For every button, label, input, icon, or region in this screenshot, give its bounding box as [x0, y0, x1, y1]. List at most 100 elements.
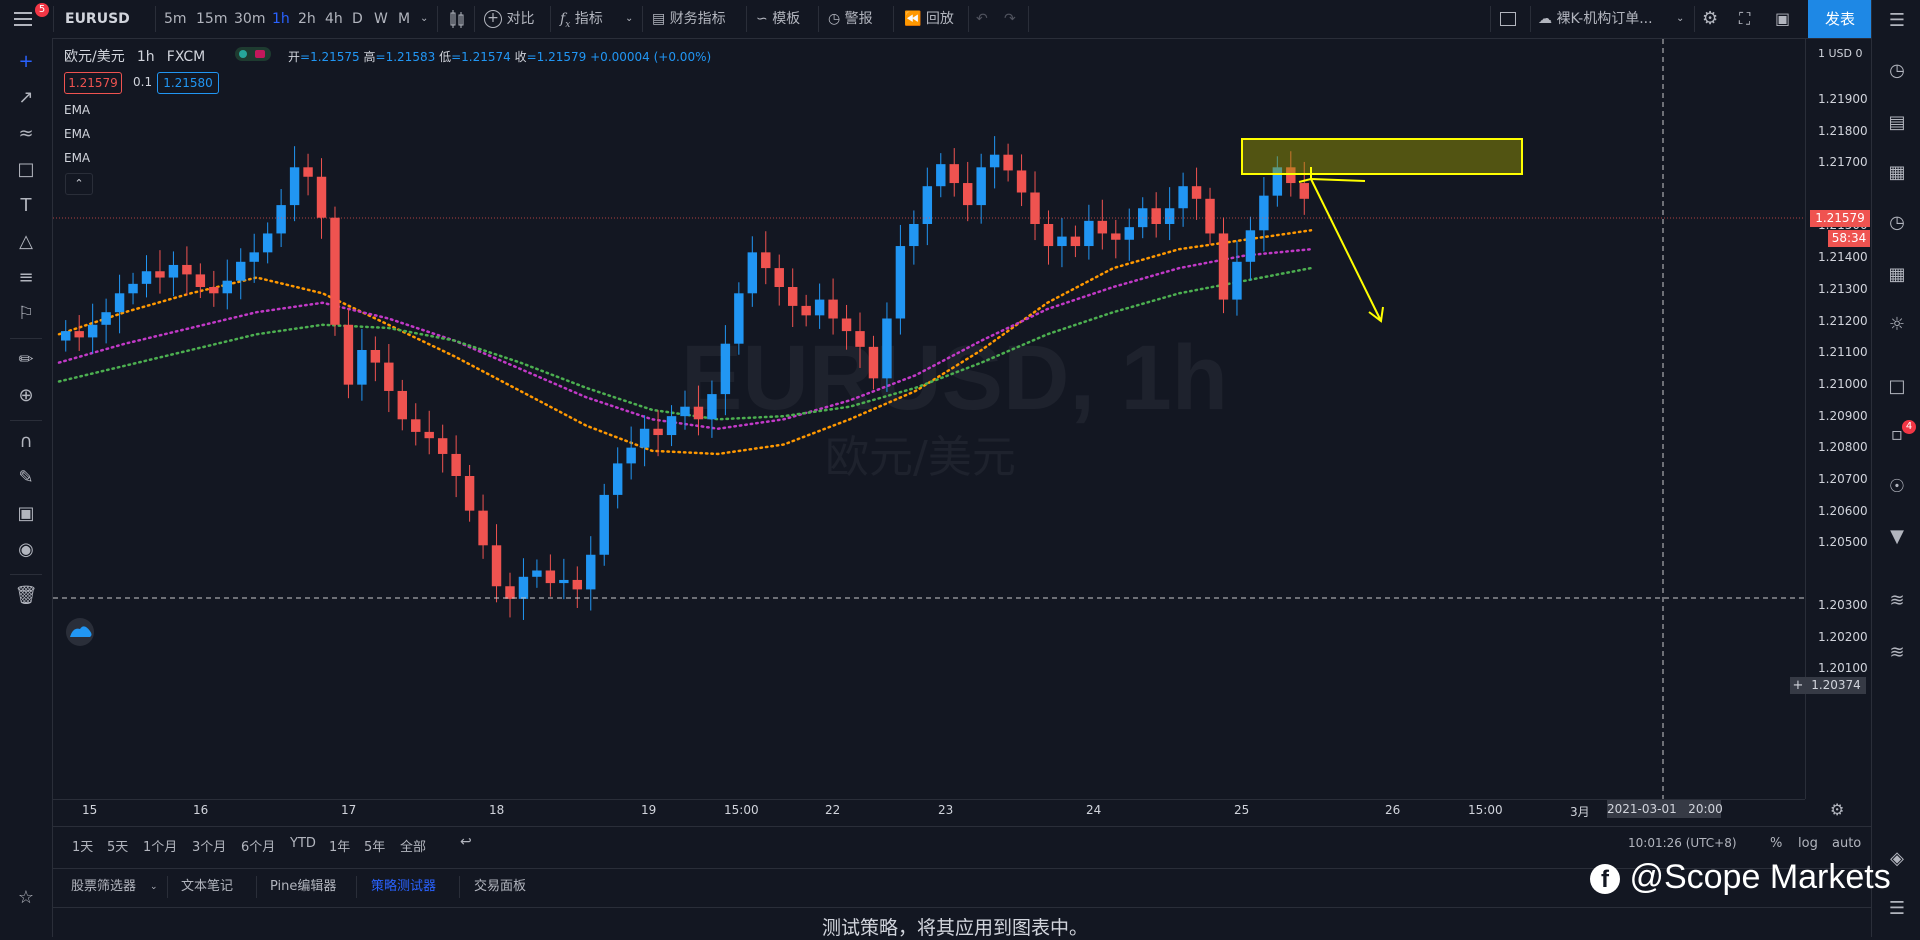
legend-title[interactable]: 欧元/美元 1h FXCM	[64, 46, 205, 66]
calendar-grid-icon[interactable]: ▦	[1888, 264, 1906, 285]
interval-2h[interactable]: 2h	[298, 11, 316, 27]
magnet-icon[interactable]: ∩	[19, 431, 33, 452]
chevron-down-icon[interactable]: ⌄	[1676, 13, 1685, 24]
fib-icon[interactable]: ≈	[18, 123, 34, 144]
range-button[interactable]: 全部	[400, 840, 427, 855]
tab-strategy-tester[interactable]: 策略测试器	[371, 879, 437, 894]
crosshair-icon[interactable]: +	[18, 51, 34, 72]
indicator-ema-3[interactable]: EMA	[64, 151, 91, 165]
alarm-clock-icon[interactable]: ◷	[1889, 60, 1905, 81]
star-icon[interactable]: ☆	[17, 887, 35, 908]
gear-icon[interactable]: ⚙	[1830, 800, 1845, 819]
camera-icon[interactable]: ▣	[1775, 9, 1791, 28]
text-icon[interactable]: T	[20, 195, 32, 216]
interval-1h[interactable]: 1h	[272, 11, 290, 27]
candle	[209, 270, 219, 307]
ruler-icon[interactable]: ✏	[18, 349, 34, 370]
interval-d[interactable]: D	[352, 11, 363, 27]
replay-button[interactable]: ⏪ 回放	[904, 0, 954, 38]
layers-icon[interactable]: ◈	[1890, 848, 1904, 869]
range-button[interactable]: 1年	[329, 840, 351, 855]
compare-button[interactable]: + 对比	[484, 0, 534, 38]
interval-m[interactable]: M	[398, 11, 411, 27]
range-button[interactable]: 6个月	[241, 840, 276, 855]
range-button[interactable]: 1个月	[143, 840, 178, 855]
flag-icon[interactable]: ⚐	[17, 303, 35, 324]
projection-arrow[interactable]	[1298, 167, 1384, 323]
projection-icon[interactable]: ≡	[18, 267, 34, 288]
lightbulb-icon[interactable]: ☼	[1888, 314, 1906, 335]
alerts-button[interactable]: ◷ 警报	[828, 0, 873, 38]
tab-text-notes[interactable]: 文本笔记	[181, 879, 234, 894]
templates-button[interactable]: ∽ 模板	[756, 0, 800, 38]
financials-button[interactable]: ▤ 财务指标	[652, 0, 726, 38]
tab-trading-panel[interactable]: 交易面板	[474, 879, 527, 894]
candle	[87, 303, 98, 354]
rectangle-icon[interactable]: □	[17, 159, 35, 180]
pattern-icon[interactable]: △	[19, 231, 33, 252]
low-value: =1.21574	[451, 50, 511, 64]
layout-icon[interactable]	[1500, 0, 1516, 38]
chat-icon[interactable]: □	[1888, 376, 1906, 397]
candles-icon[interactable]	[448, 0, 466, 38]
candle	[693, 385, 704, 436]
data-window-icon[interactable]: ◷	[1889, 212, 1905, 233]
price-axis[interactable]	[1805, 39, 1872, 799]
chevron-down-icon[interactable]: ⌄	[420, 13, 429, 24]
price-tick-label: 1.21900	[1818, 92, 1868, 106]
percent-toggle[interactable]: %	[1770, 836, 1783, 851]
interval-w[interactable]: W	[374, 11, 388, 27]
chevron-down-icon[interactable]: ⌄	[150, 882, 158, 892]
tab-stock-screener[interactable]: 股票筛选器	[71, 879, 137, 894]
add-alert-plus-icon[interactable]: +	[1790, 677, 1806, 694]
interval-30m[interactable]: 30m	[234, 11, 266, 27]
menu-icon[interactable]	[12, 0, 34, 38]
gear-icon[interactable]: ⚙	[1702, 8, 1719, 29]
buy-button[interactable]: 1.21580	[157, 72, 219, 94]
log-toggle[interactable]: log	[1798, 836, 1818, 851]
tab-pine-editor[interactable]: Pine编辑器	[270, 879, 337, 894]
price-chart[interactable]: EURUSD, 1h 欧元/美元	[53, 39, 1805, 799]
calendar-icon[interactable]: ▦	[1888, 162, 1906, 183]
interval-15m[interactable]: 15m	[196, 11, 228, 27]
range-button[interactable]: 5年	[364, 840, 386, 855]
layout-name[interactable]: ☁ 裸K-机构订单...	[1538, 0, 1653, 38]
clock[interactable]: 10:01:26 (UTC+8)	[1628, 836, 1737, 850]
interval-5m[interactable]: 5m	[164, 11, 187, 27]
indicator-ema-1[interactable]: EMA	[64, 103, 91, 117]
order-panel-icon[interactable]: ≋	[1889, 590, 1905, 611]
redo-icon[interactable]: ↷	[1004, 11, 1016, 27]
publish-button[interactable]: 发表	[1808, 0, 1872, 38]
market-status-toggle[interactable]	[235, 47, 271, 61]
collapse-legend-chevron-up-icon[interactable]: ⌃	[65, 173, 93, 195]
range-button[interactable]: YTD	[290, 836, 316, 851]
interval-4h[interactable]: 4h	[325, 11, 343, 27]
chat-bubbles-icon[interactable]: ▫	[1890, 424, 1904, 445]
symbol-search[interactable]: EURUSD	[65, 11, 130, 27]
dom-icon[interactable]: ≋	[1889, 642, 1905, 663]
range-button[interactable]: 1天	[72, 840, 94, 855]
help-icon[interactable]: ☰	[1888, 898, 1906, 919]
trend-line-icon[interactable]: ↗	[18, 87, 34, 108]
range-button[interactable]: 3个月	[192, 840, 227, 855]
fullscreen-icon[interactable]: ⛶	[1739, 9, 1751, 28]
pencil-lock-icon[interactable]: ✎	[18, 467, 34, 488]
news-icon[interactable]: ▤	[1888, 112, 1906, 133]
chevron-down-icon[interactable]: ⌄	[625, 13, 634, 24]
sell-button[interactable]: 1.21579	[64, 72, 122, 94]
goto-date-icon[interactable]: ↩	[460, 834, 472, 850]
indicators-button[interactable]: fx 指标	[560, 0, 603, 38]
trash-icon[interactable]: 🗑	[14, 585, 38, 606]
supply-zone-rectangle[interactable]	[1241, 138, 1523, 175]
auto-toggle[interactable]: auto	[1832, 836, 1862, 851]
streams-icon[interactable]: ☉	[1888, 476, 1906, 497]
zoom-in-icon[interactable]: ⊕	[18, 385, 34, 406]
watchlist-icon[interactable]: ☰	[1888, 10, 1906, 31]
indicator-ema-2[interactable]: EMA	[64, 127, 91, 141]
bell-icon[interactable]: ▼	[1890, 526, 1904, 547]
tradingview-logo-icon[interactable]	[66, 618, 94, 646]
undo-icon[interactable]: ↶	[976, 11, 988, 27]
lock-icon[interactable]: ▣	[17, 503, 35, 524]
eye-icon[interactable]: ◉	[18, 539, 34, 560]
range-button[interactable]: 5天	[107, 840, 129, 855]
